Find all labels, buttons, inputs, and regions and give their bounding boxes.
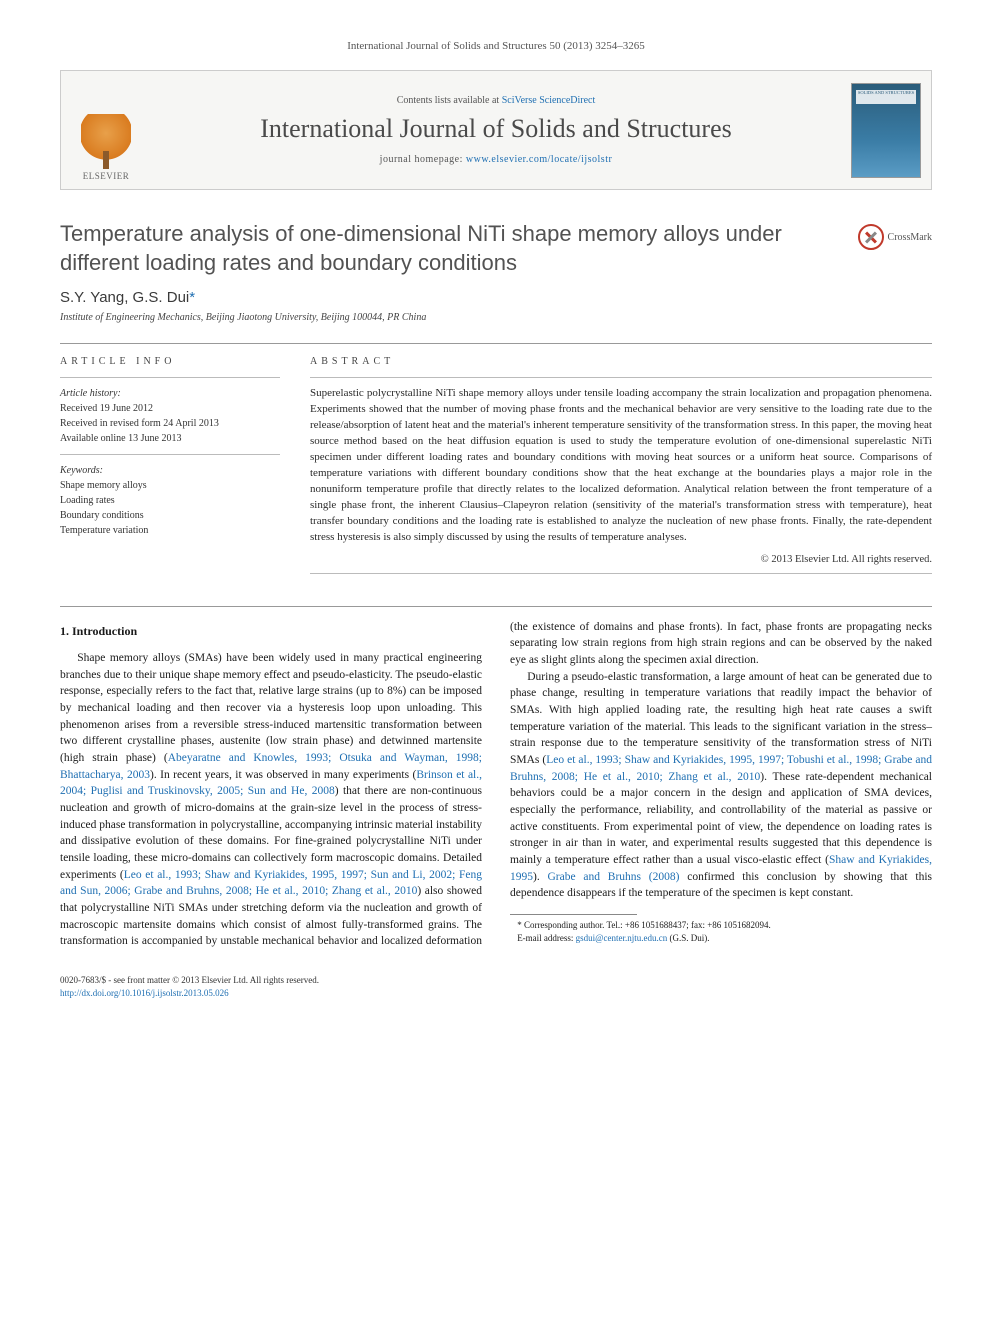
email-label: E-mail address:	[517, 933, 575, 943]
body-two-column: 1. Introduction Shape memory alloys (SMA…	[60, 619, 932, 950]
abstract-copyright: © 2013 Elsevier Ltd. All rights reserved…	[310, 554, 932, 565]
article-info-column: ARTICLE INFO Article history: Received 1…	[60, 356, 280, 581]
doi-link[interactable]: http://dx.doi.org/10.1016/j.ijsolstr.201…	[60, 988, 229, 998]
body-text: During a pseudo-elastic transformation, …	[510, 671, 932, 766]
online-date: Available online 13 June 2013	[60, 431, 280, 446]
abstract-heading: ABSTRACT	[310, 356, 932, 367]
authors-line: S.Y. Yang, G.S. Dui*	[60, 289, 932, 306]
corresponding-footnote: * Corresponding author. Tel.: +86 105168…	[510, 919, 932, 944]
publisher-name: ELSEVIER	[83, 171, 130, 181]
contents-line: Contents lists available at SciVerse Sci…	[397, 95, 596, 106]
homepage-line: journal homepage: www.elsevier.com/locat…	[380, 154, 613, 165]
abstract-column: ABSTRACT Superelastic polycrystalline Ni…	[310, 356, 932, 581]
cover-thumb-box: SOLIDS AND STRUCTURES	[841, 71, 931, 189]
crossmark-label: CrossMark	[888, 232, 932, 243]
body-text: Shape memory alloys (SMAs) have been wid…	[60, 652, 482, 764]
revised-date: Received in revised form 24 April 2013	[60, 416, 280, 431]
abstract-text: Superelastic polycrystalline NiTi shape …	[310, 386, 932, 545]
crossmark-badge[interactable]: CrossMark	[858, 224, 932, 250]
elsevier-logo: ELSEVIER	[71, 101, 141, 181]
elsevier-tree-icon	[81, 114, 131, 169]
divider	[60, 377, 280, 378]
article-title: Temperature analysis of one-dimensional …	[60, 220, 838, 277]
citation-header: International Journal of Solids and Stru…	[60, 40, 932, 52]
body-text: ). In recent years, it was observed in m…	[150, 769, 416, 781]
crossmark-icon	[858, 224, 884, 250]
email-paren: (G.S. Dui).	[667, 933, 709, 943]
body-text: ).	[533, 871, 548, 883]
sciencedirect-link[interactable]: SciVerse ScienceDirect	[502, 95, 596, 106]
issn-line: 0020-7683/$ - see front matter © 2013 El…	[60, 974, 932, 987]
keyword: Boundary conditions	[60, 508, 280, 523]
divider	[60, 606, 932, 607]
keywords-label: Keywords:	[60, 463, 280, 478]
journal-banner: ELSEVIER Contents lists available at Sci…	[60, 70, 932, 190]
history-label: Article history:	[60, 386, 280, 401]
journal-cover-thumb: SOLIDS AND STRUCTURES	[851, 83, 921, 178]
journal-name: International Journal of Solids and Stru…	[260, 114, 732, 144]
divider	[310, 377, 932, 378]
article-info-heading: ARTICLE INFO	[60, 356, 280, 367]
contents-prefix: Contents lists available at	[397, 95, 502, 106]
corr-author-line: * Corresponding author. Tel.: +86 105168…	[510, 919, 932, 932]
homepage-prefix: journal homepage:	[380, 154, 466, 165]
keyword: Loading rates	[60, 493, 280, 508]
body-text: ). These rate-dependent mechanical behav…	[510, 771, 932, 866]
cover-caption: SOLIDS AND STRUCTURES	[852, 91, 920, 96]
body-text: ) that there are non-continuous nucleati…	[60, 785, 482, 880]
divider	[60, 454, 280, 455]
affiliation: Institute of Engineering Mechanics, Beij…	[60, 312, 932, 323]
divider	[310, 573, 932, 574]
article-history: Article history: Received 19 June 2012 R…	[60, 386, 280, 446]
body-paragraph: During a pseudo-elastic transformation, …	[510, 669, 932, 902]
homepage-link[interactable]: www.elsevier.com/locate/ijsolstr	[466, 154, 612, 165]
keywords-block: Keywords: Shape memory alloys Loading ra…	[60, 463, 280, 538]
keyword: Temperature variation	[60, 523, 280, 538]
page-footer: 0020-7683/$ - see front matter © 2013 El…	[60, 974, 932, 999]
section-heading: 1. Introduction	[60, 623, 482, 640]
citation-link[interactable]: Grabe and Bruhns (2008)	[548, 871, 680, 883]
keyword: Shape memory alloys	[60, 478, 280, 493]
received-date: Received 19 June 2012	[60, 401, 280, 416]
footnote-rule	[510, 914, 637, 915]
banner-center: Contents lists available at SciVerse Sci…	[151, 71, 841, 189]
email-link[interactable]: gsdui@center.njtu.edu.cn	[576, 933, 668, 943]
authors: S.Y. Yang, G.S. Dui	[60, 289, 189, 306]
divider	[60, 343, 932, 344]
publisher-logo-box: ELSEVIER	[61, 71, 151, 189]
corresponding-marker: *	[189, 289, 195, 306]
